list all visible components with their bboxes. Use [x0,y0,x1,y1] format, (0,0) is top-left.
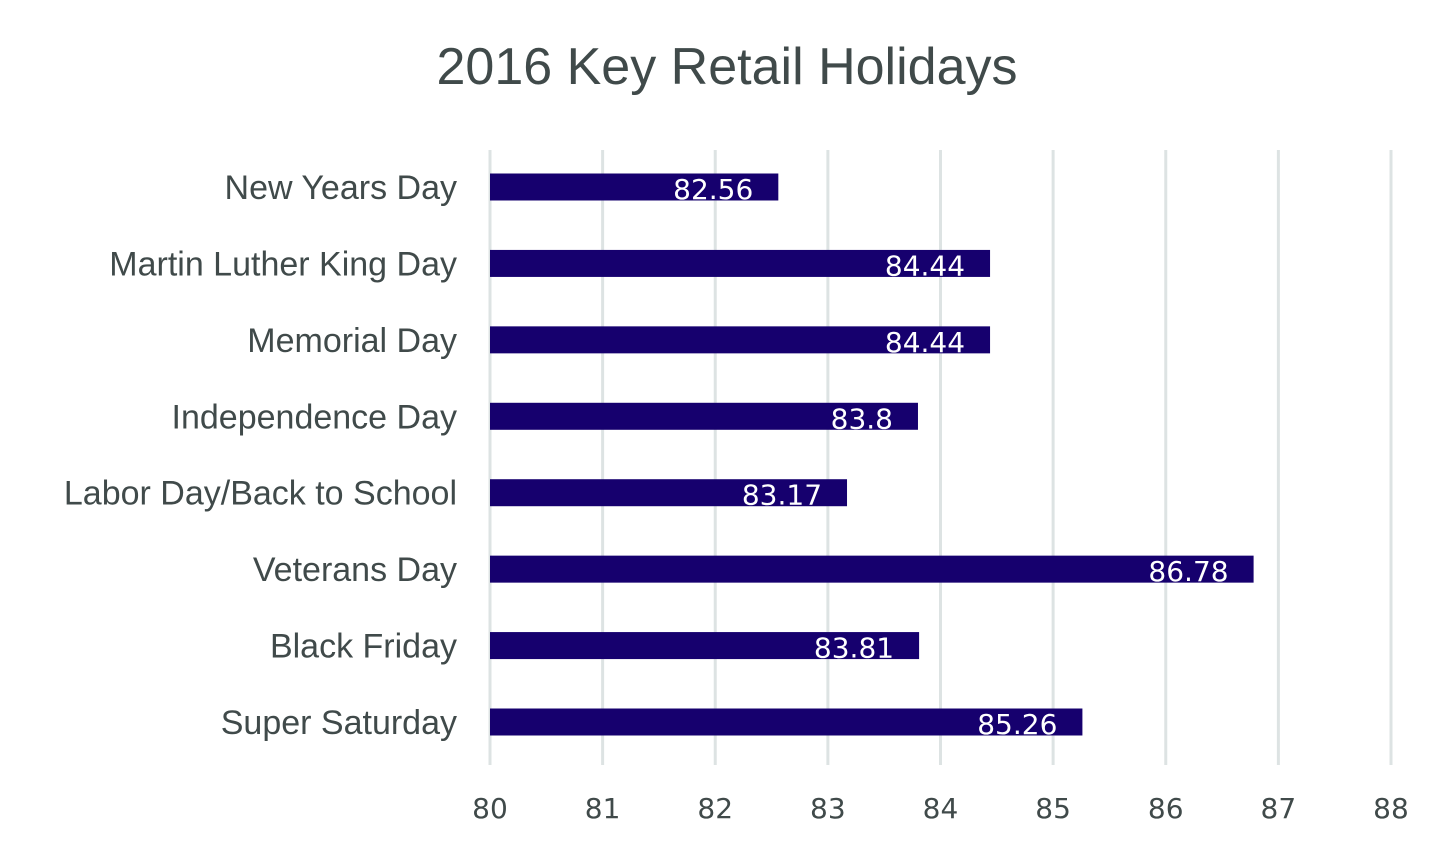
bar [490,632,920,660]
category-label: New Years Day [225,169,457,207]
bar [490,479,848,507]
data-label: 83.17 [742,479,822,512]
x-tick-label: 83 [810,792,846,825]
category-label: Super Saturday [221,704,457,742]
category-label: Black Friday [270,628,457,666]
bar [490,402,918,430]
x-tick-label: 86 [1148,792,1184,825]
data-label: 82.56 [673,173,753,206]
data-label: 85.26 [977,708,1057,741]
data-label: 86.78 [1148,555,1228,588]
bar [490,326,991,354]
x-tick-label: 81 [585,792,621,825]
bar [490,249,991,277]
bar [490,708,1083,736]
category-label: Memorial Day [247,322,457,360]
bar [490,173,779,201]
x-tick-label: 87 [1261,792,1297,825]
category-label: Labor Day/Back to School [64,475,457,513]
data-label: 84.44 [885,326,965,359]
data-label: 83.8 [831,402,893,435]
data-label: 84.44 [885,249,965,282]
x-tick-label: 84 [923,792,959,825]
bar [490,555,1254,583]
category-label: Martin Luther King Day [109,245,457,283]
category-label: Independence Day [172,398,457,436]
x-tick-label: 85 [1035,792,1071,825]
x-tick-label: 82 [697,792,733,825]
chart-title: 2016 Key Retail Holidays [437,38,1018,96]
data-label: 83.81 [814,632,894,665]
x-tick-label: 88 [1373,792,1409,825]
category-label: Veterans Day [253,551,457,589]
x-tick-label: 80 [472,792,508,825]
